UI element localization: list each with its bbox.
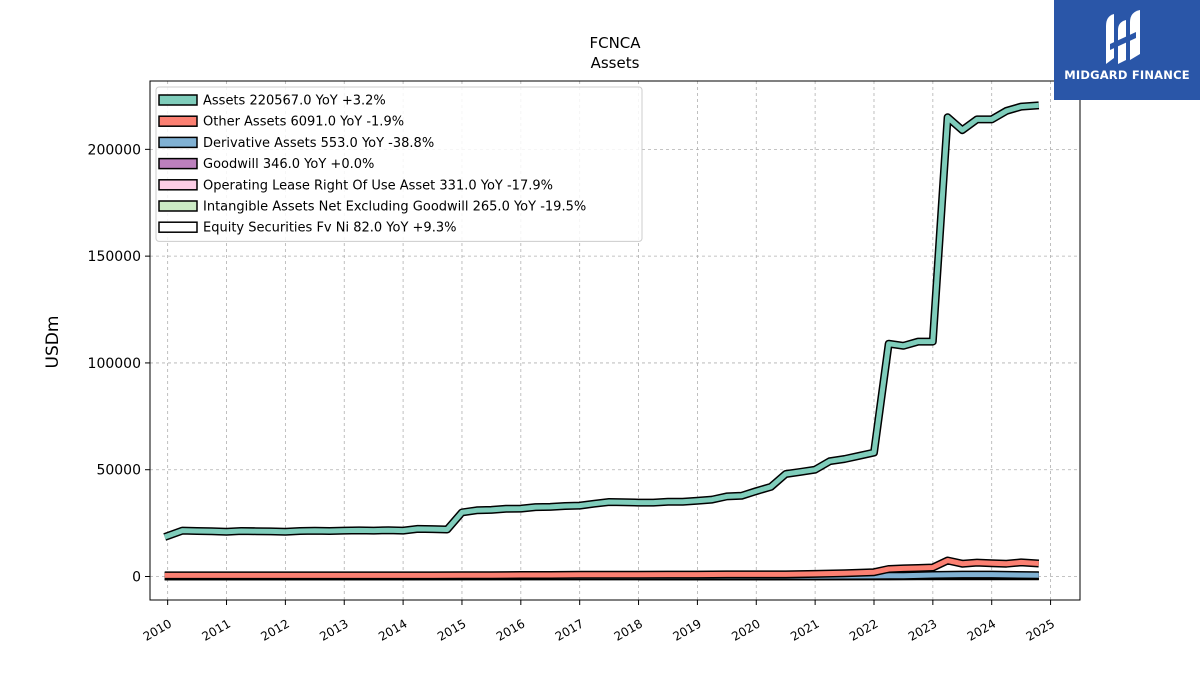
x-tick-label: 2015 [435, 616, 468, 643]
x-tick-label: 2014 [376, 616, 409, 643]
legend-swatch [158, 221, 198, 233]
x-axis: 2010 2011 2012 2013 2014 2015 2016 2017 2018 2019… [141, 600, 1057, 644]
logo-text: MIDGARD FINANCE [1064, 68, 1190, 82]
legend-swatch [158, 179, 198, 191]
x-tick-label: 2020 [729, 616, 762, 643]
x-tick-label: 2024 [965, 616, 998, 643]
legend-entry: Equity Securities Fv Ni 82.0 YoY +9.3% [203, 221, 456, 236]
legend-box [155, 86, 643, 242]
plot-frame [149, 80, 1081, 601]
y-tick-label: 150000 [88, 249, 141, 265]
logo-emblem-icon [1106, 10, 1140, 64]
legend-entry: Assets 220567.0 YoY +3.2% [203, 94, 386, 109]
legend-entry: Other Assets 6091.0 YoY -1.9% [203, 115, 404, 130]
y-tick-label: 100000 [88, 356, 141, 372]
legend-swatch [158, 94, 198, 106]
chart-title: FCNCA [589, 34, 641, 52]
x-tick-label: 2016 [494, 616, 527, 643]
legend-swatch [158, 157, 198, 170]
x-tick-label: 2017 [553, 616, 586, 643]
x-tick-label: 2013 [317, 616, 350, 643]
chart-subtitle: Assets [591, 54, 640, 72]
x-tick-label: 2022 [847, 616, 880, 643]
legend-entry: Derivative Assets 553.0 YoY -38.8% [203, 136, 434, 151]
x-tick-label: 2021 [788, 616, 821, 643]
legend-swatch [158, 136, 198, 149]
series-layer [163, 101, 1040, 581]
x-tick-label: 2010 [141, 616, 174, 643]
legend: Assets 220567.0 YoY +3.2% Other Assets 60… [155, 86, 643, 242]
legend-entry: Intangible Assets Net Excluding Goodwill… [203, 200, 586, 215]
y-tick-label: 50000 [96, 463, 141, 479]
legend-entry: Operating Lease Right Of Use Asset 331.0… [203, 178, 553, 193]
series-line-assets [163, 102, 1039, 540]
y-axis-label: USDm [43, 316, 63, 369]
series-line-other-assets [164, 558, 1039, 578]
y-axis: 0 50000 100000 150000 200000 [88, 142, 150, 586]
y-tick-label: 0 [132, 570, 141, 586]
midgard-finance-logo: MIDGARD FINANCE [1054, 0, 1200, 100]
legend-swatch [158, 115, 198, 127]
x-tick-label: 2019 [670, 616, 703, 643]
x-tick-label: 2012 [258, 616, 291, 643]
y-tick-label: 200000 [88, 142, 141, 158]
x-tick-label: 2011 [200, 616, 233, 643]
legend-entry: Goodwill 346.0 YoY +0.0% [203, 157, 374, 172]
legend-swatch [158, 200, 198, 212]
x-tick-label: 2025 [1024, 616, 1057, 643]
x-tick-label: 2023 [906, 616, 939, 643]
x-tick-label: 2018 [612, 616, 645, 643]
